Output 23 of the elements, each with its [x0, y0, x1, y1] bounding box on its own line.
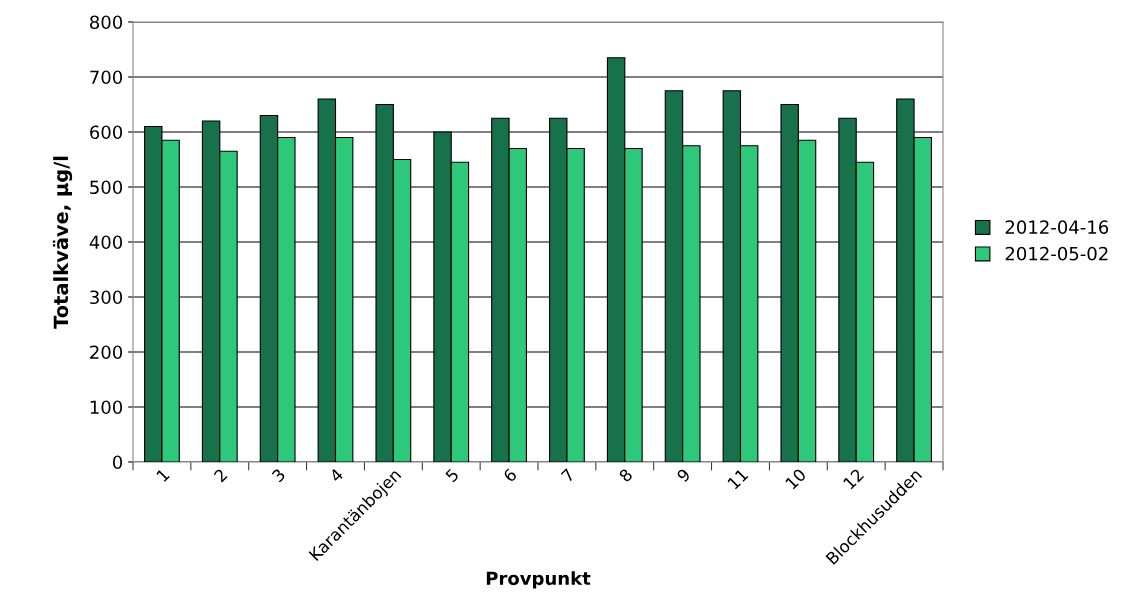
x-tick-label: 7: [560, 468, 575, 483]
x-tick-label: 10: [784, 467, 807, 490]
y-tick-label: 700: [90, 70, 123, 85]
x-tick-label: 1: [156, 468, 170, 483]
y-tick-label: 800: [90, 15, 123, 30]
y-tick-label: 500: [90, 180, 123, 195]
y-tick-label: 0: [112, 455, 123, 470]
x-tick-label: 3: [271, 468, 286, 483]
y-tick-label: 100: [90, 400, 123, 415]
x-tick-label: 8: [618, 467, 634, 483]
y-axis-title: Totalkväve, µg/l: [52, 156, 73, 329]
y-tick-label: 200: [90, 345, 123, 360]
x-tick-label: 5: [444, 468, 460, 483]
y-tick-label: 600: [90, 125, 123, 140]
x-axis-title: Provpunkt: [486, 571, 591, 589]
y-tick-label: 300: [90, 290, 123, 305]
x-tick-label: 9: [676, 467, 691, 483]
x-tick-label: 2: [213, 468, 228, 483]
y-tick-label: 400: [89, 235, 123, 250]
x-tick-label: 6: [502, 467, 518, 483]
x-tick-label: 11: [727, 468, 749, 490]
legend-label: 2012-05-02: [1005, 246, 1108, 261]
legend-label: 2012-04-16: [1005, 220, 1109, 234]
